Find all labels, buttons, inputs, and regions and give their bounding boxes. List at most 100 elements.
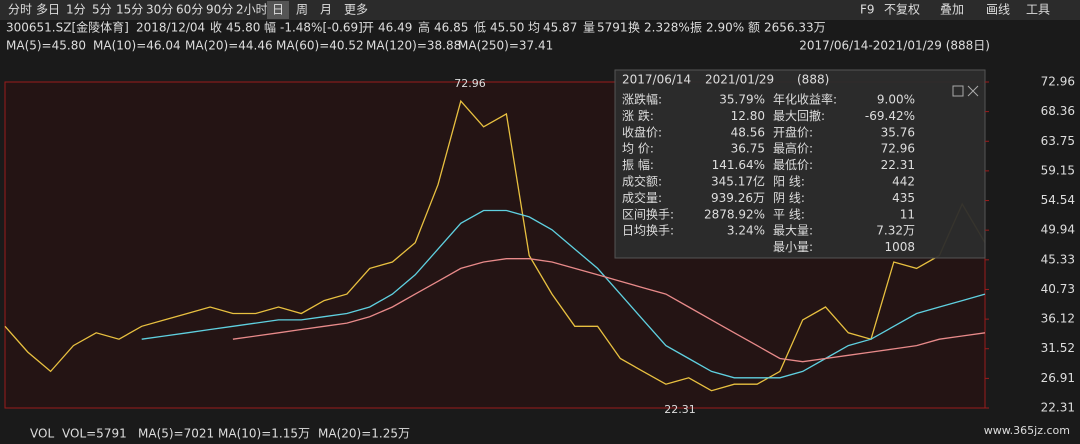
y-tick-label: 36.12 bbox=[1041, 312, 1075, 326]
stock-code: 300651.SZ[金陵体育] bbox=[6, 20, 129, 35]
stat-label: 振 幅: bbox=[622, 157, 654, 172]
y-tick-label: 40.73 bbox=[1041, 282, 1075, 296]
quote-value: 2.328% bbox=[644, 21, 690, 35]
y-tick-label: 49.94 bbox=[1041, 223, 1075, 237]
y-tick-label: 59.15 bbox=[1041, 163, 1075, 177]
period-tab[interactable]: 5分 bbox=[92, 3, 112, 17]
stat-value: 939.26万 bbox=[711, 191, 765, 205]
stat-value: 345.17亿 bbox=[711, 174, 765, 189]
y-tick-label: 26.91 bbox=[1041, 371, 1075, 385]
period-tab[interactable]: 分时 bbox=[8, 3, 32, 17]
stat-value: 1008 bbox=[884, 240, 915, 254]
stat-label: 涨跌幅: bbox=[622, 92, 662, 107]
tool-button[interactable]: 叠加 bbox=[940, 3, 964, 17]
period-tab[interactable]: 15分 bbox=[116, 3, 143, 17]
period-tab[interactable]: 周 bbox=[296, 3, 308, 17]
tool-button[interactable]: 工具 bbox=[1026, 3, 1050, 17]
stat-value: 12.80 bbox=[731, 109, 765, 123]
stat-value: 22.31 bbox=[881, 158, 915, 172]
volume-item: VOL=5791 bbox=[62, 427, 127, 441]
quote-label: 收 bbox=[210, 21, 222, 35]
quote-date: 2018/12/04 bbox=[136, 21, 205, 35]
quote-value: 46.49 bbox=[378, 21, 412, 35]
min-label: 22.31 bbox=[664, 403, 696, 416]
y-tick-label: 22.31 bbox=[1041, 401, 1075, 415]
stat-label: 最大量: bbox=[773, 224, 813, 238]
stat-value: 3.24% bbox=[727, 224, 765, 238]
quote-value: -1.48%[-0.69] bbox=[280, 21, 363, 35]
tool-button[interactable]: F9 bbox=[860, 3, 875, 17]
ma-legend: MA(250)=37.41 bbox=[458, 39, 553, 53]
stat-value: 141.64% bbox=[712, 158, 765, 172]
watermark: www.365jz.com bbox=[984, 424, 1070, 437]
stat-label: 区间换手: bbox=[622, 207, 674, 221]
quote-label: 额 bbox=[748, 21, 760, 35]
stat-label: 最小量: bbox=[773, 240, 813, 254]
quote-label: 高 bbox=[418, 20, 430, 35]
quote-label: 幅 bbox=[264, 20, 276, 35]
period-tab[interactable]: 多日 bbox=[36, 3, 60, 17]
period-tab[interactable]: 2小时 bbox=[236, 3, 268, 17]
stat-value: 48.56 bbox=[731, 125, 765, 139]
panel-close-icon[interactable] bbox=[967, 85, 979, 97]
stat-label: 成交量: bbox=[622, 190, 662, 205]
stat-value: 35.76 bbox=[881, 125, 915, 139]
y-tick-label: 72.96 bbox=[1041, 75, 1075, 89]
period-tab[interactable]: 月 bbox=[320, 3, 332, 17]
ma-legend: MA(60)=40.52 bbox=[276, 39, 364, 53]
stat-value: 2878.92% bbox=[704, 207, 765, 221]
period-tab[interactable]: 30分 bbox=[146, 3, 173, 17]
stats-panel bbox=[614, 69, 986, 259]
price-line bbox=[141, 209, 986, 379]
quote-value: 45.87 bbox=[543, 21, 577, 35]
price-line bbox=[232, 258, 986, 363]
quote-value: 46.85 bbox=[434, 21, 468, 35]
stat-value: 442 bbox=[892, 175, 915, 189]
stat-label: 日均换手: bbox=[622, 224, 674, 238]
period-tab[interactable]: 90分 bbox=[206, 3, 233, 17]
stat-label: 成交额: bbox=[622, 174, 662, 189]
stat-label: 均 价: bbox=[622, 142, 654, 156]
volume-item: MA(5)=7021 bbox=[138, 427, 214, 441]
date-range[interactable]: 2017/06/14-2021/01/29 (888日) bbox=[799, 39, 990, 53]
period-tab[interactable]: 60分 bbox=[176, 3, 203, 17]
stats-start[interactable]: 2017/06/14 bbox=[622, 73, 691, 87]
quote-label: 开 bbox=[362, 21, 374, 35]
panel-max-icon[interactable] bbox=[952, 85, 964, 97]
period-tab[interactable]: 日 bbox=[272, 3, 284, 17]
ma-legend: MA(5)=45.80 bbox=[6, 39, 86, 53]
quote-label: 量 bbox=[583, 21, 595, 35]
volume-item: MA(10)=1.15万 bbox=[218, 427, 310, 441]
y-tick-label: 45.33 bbox=[1041, 252, 1075, 266]
period-tab[interactable]: 更多 bbox=[344, 3, 368, 17]
stat-value: 72.96 bbox=[881, 142, 915, 156]
stat-label: 涨 跌: bbox=[622, 108, 654, 123]
stat-label: 平 线: bbox=[773, 207, 805, 221]
ma-legend: MA(120)=38.88 bbox=[366, 39, 461, 53]
stat-label: 最低价: bbox=[773, 158, 813, 172]
y-tick-label: 68.36 bbox=[1041, 104, 1075, 118]
quote-label: 均 bbox=[528, 21, 540, 35]
tool-button[interactable]: 不复权 bbox=[884, 3, 920, 17]
price-line bbox=[4, 99, 986, 392]
stat-value: 11 bbox=[900, 207, 915, 221]
quote-value: 45.80 bbox=[226, 21, 260, 35]
quote-label: 换 bbox=[628, 21, 640, 35]
stat-value: 35.79% bbox=[719, 93, 765, 107]
period-tab[interactable]: 1分 bbox=[66, 3, 86, 17]
stat-label: 阳 线: bbox=[773, 175, 805, 189]
active-tab bbox=[267, 1, 289, 19]
stat-label: 收盘价: bbox=[622, 124, 662, 139]
ma-legend: MA(20)=44.46 bbox=[185, 39, 273, 53]
stat-value: 435 bbox=[892, 191, 915, 205]
y-tick-label: 31.52 bbox=[1041, 341, 1075, 355]
stat-label: 最高价: bbox=[773, 141, 813, 156]
quote-label: 振 bbox=[690, 21, 702, 35]
stat-label: 年化收益率: bbox=[773, 92, 837, 107]
quote-value: 2.90% bbox=[706, 21, 744, 35]
quote-value: 5791 bbox=[597, 21, 628, 35]
tool-button[interactable]: 画线 bbox=[986, 3, 1010, 17]
stats-end[interactable]: 2021/01/29 bbox=[705, 73, 774, 87]
stat-value: -69.42% bbox=[865, 109, 915, 123]
